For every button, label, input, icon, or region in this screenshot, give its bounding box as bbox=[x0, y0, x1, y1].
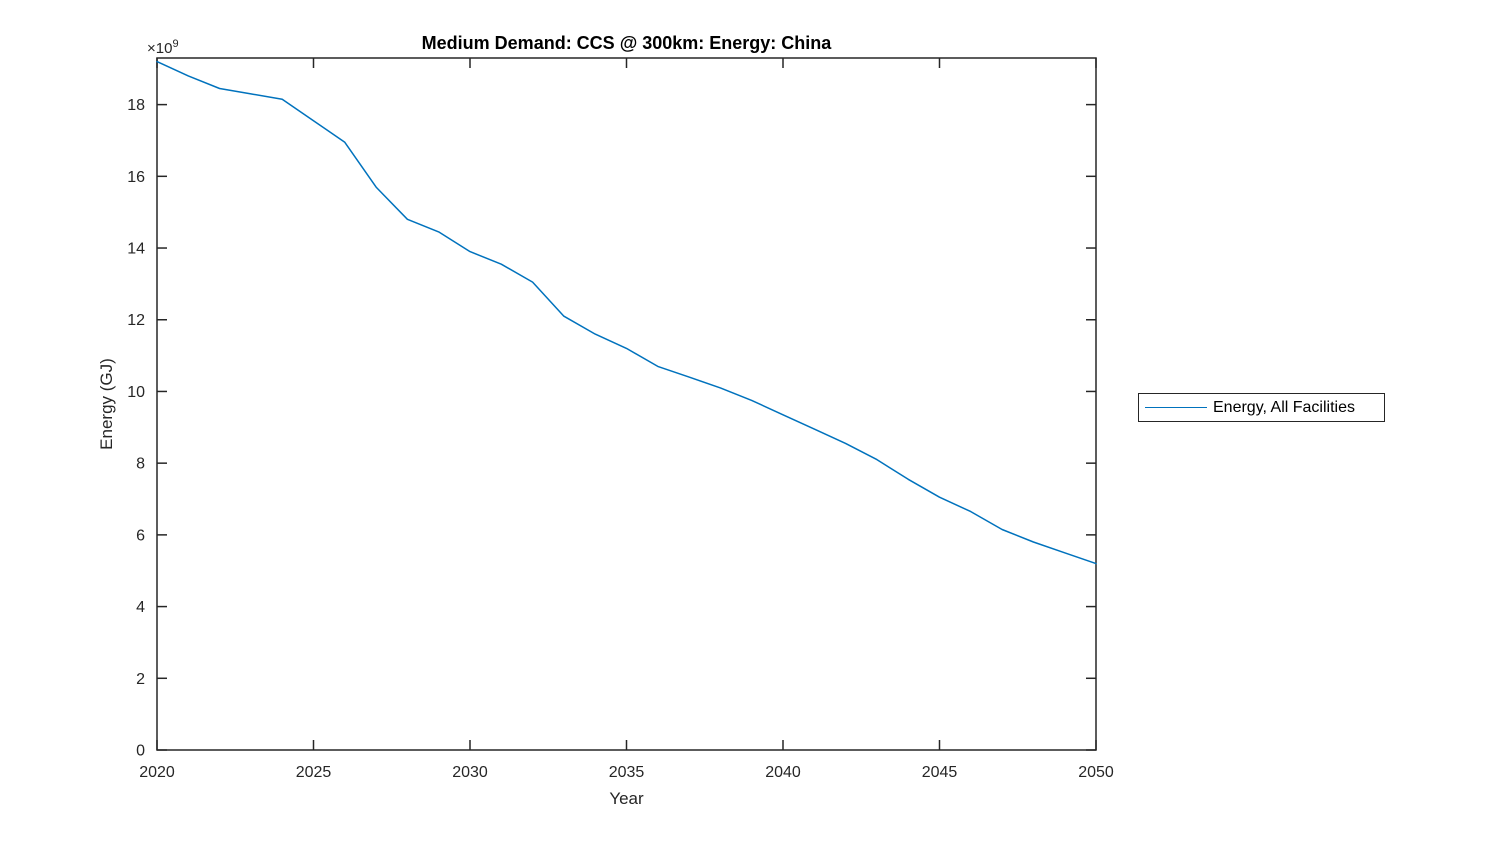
legend-label: Energy, All Facilities bbox=[1213, 398, 1355, 416]
chart-title: Medium Demand: CCS @ 300km: Energy: Chin… bbox=[421, 33, 832, 53]
y-tick-label: 12 bbox=[127, 312, 145, 329]
x-tick-label: 2035 bbox=[609, 764, 645, 781]
y-tick-label: 18 bbox=[127, 97, 145, 114]
y-tick-label: 4 bbox=[136, 599, 145, 616]
legend-line-sample-icon bbox=[1145, 407, 1207, 408]
y-axis-label: Energy (GJ) bbox=[97, 358, 116, 450]
y-tick-label: 14 bbox=[127, 241, 145, 258]
y-axis-exponent-power: 9 bbox=[172, 38, 179, 50]
y-tick-label: 8 bbox=[136, 456, 145, 473]
x-axis-label: Year bbox=[609, 789, 644, 808]
y-axis-exponent: ×109 bbox=[147, 38, 179, 57]
data-line bbox=[156, 60, 1097, 565]
x-tick-label: 2020 bbox=[139, 764, 175, 781]
legend: Energy, All Facilities bbox=[1138, 393, 1385, 422]
axes-box bbox=[156, 57, 1097, 751]
x-tick-label: 2040 bbox=[765, 764, 801, 781]
x-tick-label: 2050 bbox=[1078, 764, 1114, 781]
y-tick-label: 2 bbox=[136, 671, 145, 688]
y-tick-label: 16 bbox=[127, 169, 145, 186]
x-tick-label: 2045 bbox=[922, 764, 958, 781]
x-tick-label: 2025 bbox=[296, 764, 332, 781]
y-tick-label: 0 bbox=[136, 743, 145, 760]
y-tick-label: 10 bbox=[127, 384, 145, 401]
x-tick-label: 2030 bbox=[452, 764, 488, 781]
y-tick-label: 6 bbox=[136, 527, 145, 544]
y-axis-exponent-base: ×10 bbox=[147, 40, 173, 57]
